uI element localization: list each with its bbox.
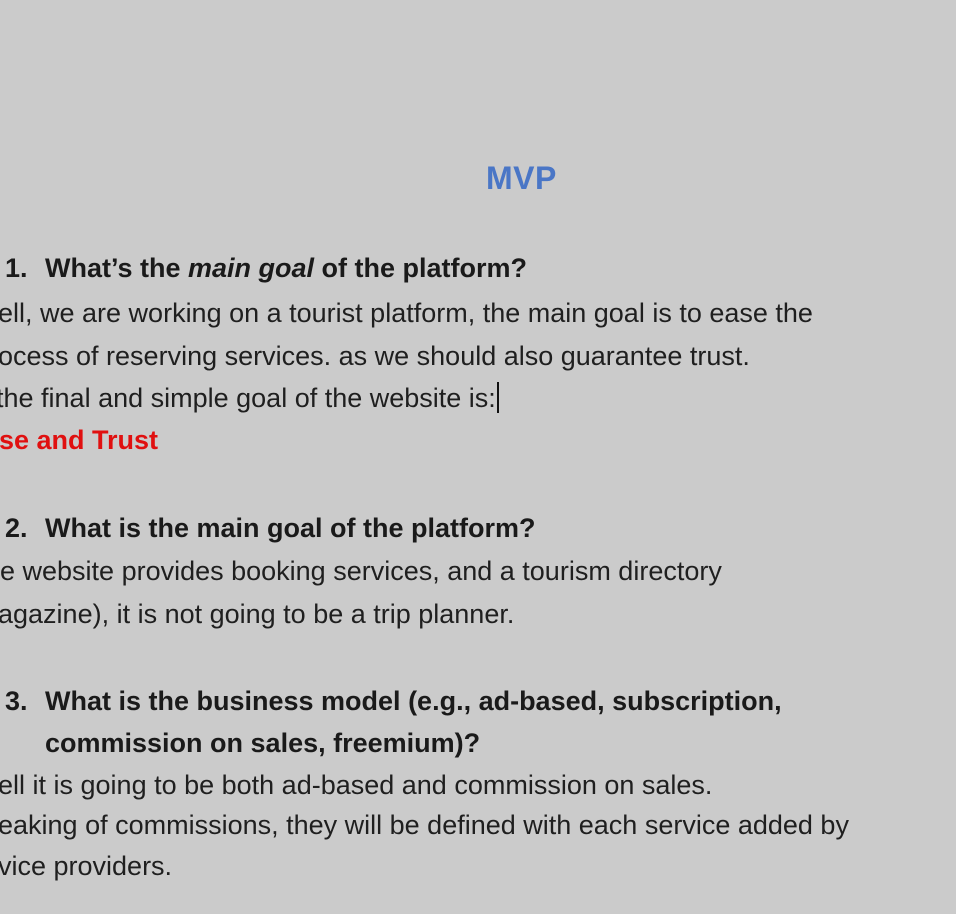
answer-1-highlight: se and Trust (0, 425, 159, 455)
question-1-text-pre: What’s the (45, 253, 189, 283)
answer-2-line-2: agazine), it is not going to be a trip p… (0, 599, 515, 629)
question-3-text-line-1: What is the business model (e.g., ad-bas… (45, 686, 782, 716)
answer-1-line-3-text: the final and simple goal of the website… (0, 383, 496, 413)
document-title: MVP (486, 160, 557, 196)
question-3-text-line-2: commission on sales, freemium)? (45, 728, 481, 758)
text-cursor (496, 382, 499, 413)
question-1-text-post: of the platform? (314, 253, 528, 283)
answer-3-line-1: ell it is going to be both ad-based and … (0, 770, 713, 800)
question-2-text: What is the main goal of the platform? (45, 513, 536, 543)
question-1-text-emphasis: main goal (188, 253, 315, 283)
question-1-text: What’s the main goal of the platform? (45, 248, 527, 289)
answer-3-line-2: eaking of commissions, they will be defi… (0, 810, 849, 840)
answer-2-line-1: e website provides booking services, and… (0, 556, 722, 586)
answer-1-line-3[interactable]: the final and simple goal of the website… (0, 377, 499, 419)
answer-1-line-1: ell, we are working on a tourist platfor… (0, 298, 813, 328)
question-2-number: 2. (5, 513, 28, 543)
answer-1-line-2: ocess of reserving services. as we shoul… (0, 341, 750, 371)
question-3-number: 3. (5, 686, 28, 716)
answer-3-line-3: vice providers. (0, 851, 173, 881)
question-1-number: 1. (5, 253, 28, 283)
